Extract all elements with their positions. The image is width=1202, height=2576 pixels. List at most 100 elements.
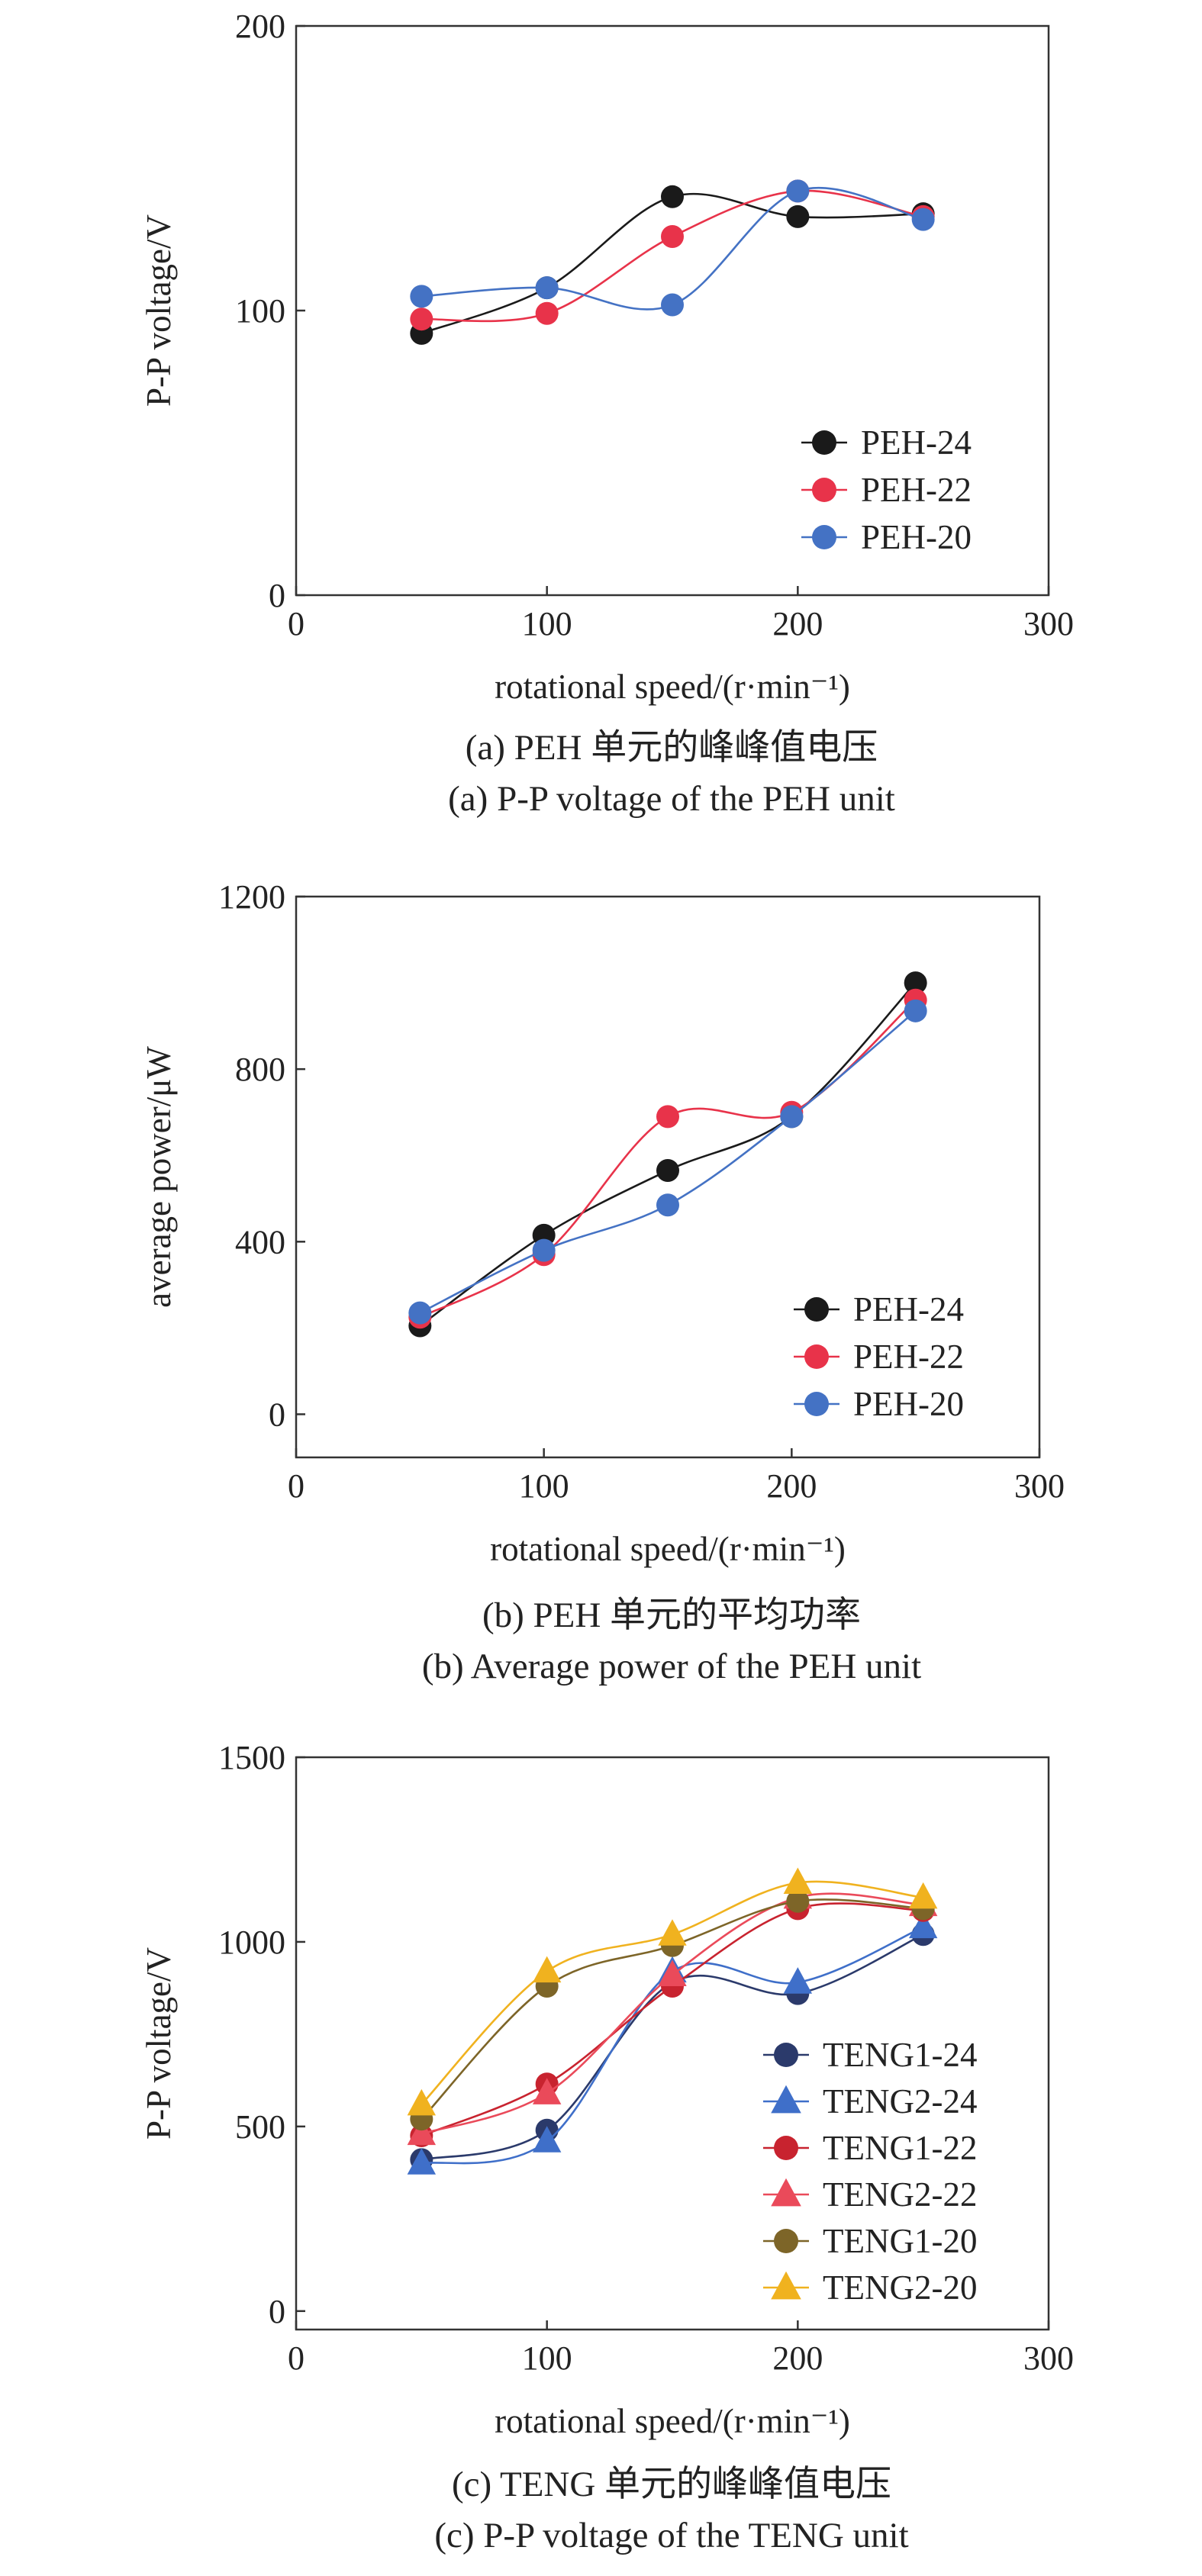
legend-label: TENG2-24 xyxy=(823,2082,977,2120)
legend-marker xyxy=(774,2136,798,2160)
y-axis-label: P-P voltage/V xyxy=(140,1947,178,2140)
x-axis-label: rotational speed/(r·min⁻¹) xyxy=(490,1530,846,1568)
data-point xyxy=(656,1105,679,1129)
data-point xyxy=(780,1105,804,1129)
y-tick-label: 200 xyxy=(235,8,285,45)
y-tick-label: 400 xyxy=(235,1223,285,1261)
y-axis-label: average power/μW xyxy=(140,1046,178,1308)
caption-chinese: (b) PEH 单元的平均功率 xyxy=(482,1596,861,1635)
legend-label: PEH-24 xyxy=(853,1290,964,1328)
data-point xyxy=(911,208,935,231)
data-point xyxy=(656,1159,679,1183)
caption-english: (a) P-P voltage of the PEH unit xyxy=(448,779,895,819)
x-axis-label: rotational speed/(r·min⁻¹) xyxy=(495,668,850,706)
legend-marker xyxy=(812,525,836,549)
legend: PEH-24 PEH-22 PEH-20 xyxy=(801,423,972,556)
legend-label: PEH-24 xyxy=(861,423,972,462)
x-tick-label: 200 xyxy=(772,605,823,642)
data-point xyxy=(410,285,433,308)
series-peh-24 xyxy=(408,971,927,1338)
y-tick-label: 1500 xyxy=(218,1739,285,1776)
data-point xyxy=(407,2148,437,2175)
legend-label: PEH-22 xyxy=(853,1338,964,1376)
legend-marker xyxy=(804,1297,829,1322)
data-point xyxy=(532,2078,562,2104)
caption-english: (c) P-P voltage of the TENG unit xyxy=(434,2516,908,2555)
legend-marker xyxy=(804,1392,829,1416)
data-point xyxy=(908,1911,938,1939)
x-tick-label: 200 xyxy=(766,1467,817,1505)
y-tick-label: 0 xyxy=(269,2293,285,2330)
caption-chinese: (c) TENG 单元的峰峰值电压 xyxy=(452,2465,891,2504)
caption-english: (b) Average power of the PEH unit xyxy=(422,1647,921,1686)
data-point xyxy=(904,999,927,1022)
data-point xyxy=(535,301,559,325)
series-peh-20 xyxy=(408,999,927,1325)
caption-chinese: (a) PEH 单元的峰峰值电压 xyxy=(466,728,878,768)
data-point xyxy=(532,1238,556,1262)
legend-label: TENG2-22 xyxy=(823,2175,977,2214)
data-point xyxy=(783,1967,813,1994)
x-tick-label: 200 xyxy=(772,2339,823,2377)
data-point xyxy=(407,2118,437,2146)
legend-label: PEH-20 xyxy=(861,518,972,556)
x-tick-label: 300 xyxy=(1014,1467,1065,1505)
y-tick-label: 1000 xyxy=(218,1924,285,1961)
legend-marker xyxy=(771,2085,801,2114)
data-point xyxy=(661,185,684,208)
legend-marker xyxy=(774,2043,798,2067)
legend-label: PEH-20 xyxy=(853,1385,964,1423)
series-peh-20 xyxy=(410,179,935,317)
legend-label: PEH-22 xyxy=(861,471,972,509)
data-point xyxy=(407,2088,437,2116)
data-point xyxy=(783,1867,813,1895)
data-point xyxy=(532,2126,562,2153)
data-point xyxy=(786,204,810,228)
legend-marker xyxy=(804,1344,829,1369)
y-tick-label: 0 xyxy=(269,577,285,614)
x-axis-label: rotational speed/(r·min⁻¹) xyxy=(495,2402,850,2440)
plot-frame xyxy=(295,895,1041,1459)
data-point xyxy=(661,225,684,249)
legend: PEH-24 PEH-22 PEH-20 xyxy=(794,1290,964,1423)
data-point xyxy=(535,276,559,300)
legend-label: TENG1-20 xyxy=(823,2222,977,2260)
data-point xyxy=(904,971,927,995)
y-axis-label: P-P voltage/V xyxy=(140,214,178,407)
x-tick-label: 0 xyxy=(288,605,305,642)
data-point xyxy=(532,1956,562,1983)
legend-label: TENG2-20 xyxy=(823,2268,977,2307)
y-tick-label: 100 xyxy=(235,292,285,330)
data-point xyxy=(410,308,433,331)
legend-marker xyxy=(812,478,836,502)
legend-label: TENG1-22 xyxy=(823,2129,977,2167)
x-tick-label: 100 xyxy=(519,1467,569,1505)
series-teng2-20 xyxy=(407,1867,938,2116)
x-tick-label: 300 xyxy=(1023,605,1074,642)
y-tick-label: 500 xyxy=(235,2108,285,2146)
x-tick-label: 100 xyxy=(522,605,572,642)
legend: TENG1-24 TENG2-24 TENG1-22 TENG2-22 TENG1-20… xyxy=(763,2036,977,2307)
x-tick-label: 300 xyxy=(1023,2339,1074,2377)
x-tick-label: 100 xyxy=(522,2339,572,2377)
x-tick-label: 0 xyxy=(288,1467,305,1505)
data-point xyxy=(786,179,810,203)
data-point xyxy=(656,1193,679,1217)
legend-marker xyxy=(771,2178,801,2207)
data-point xyxy=(908,1882,938,1909)
chart-panel-1: 0 100 200 300 0 100 200 rotational speed/(r·min… xyxy=(140,8,1074,819)
x-tick-label: 0 xyxy=(288,2339,305,2377)
data-point xyxy=(658,1919,687,1946)
legend-marker xyxy=(812,430,836,455)
data-point xyxy=(408,1301,432,1325)
data-point xyxy=(786,1889,810,1913)
y-tick-label: 1200 xyxy=(218,878,285,916)
legend-label: TENG1-24 xyxy=(823,2036,977,2074)
chart-panel-2: 0 100 200 300 0 400 800 1200 rotational speed/(r… xyxy=(140,878,1065,1686)
chart-panel-3: 0 100 200 300 0 500 1000 1500 rotational speed/(… xyxy=(140,1739,1074,2555)
data-point xyxy=(658,1959,687,1987)
plot-frame xyxy=(295,1756,1050,2331)
data-point xyxy=(661,293,684,317)
y-tick-label: 0 xyxy=(269,1396,285,1433)
